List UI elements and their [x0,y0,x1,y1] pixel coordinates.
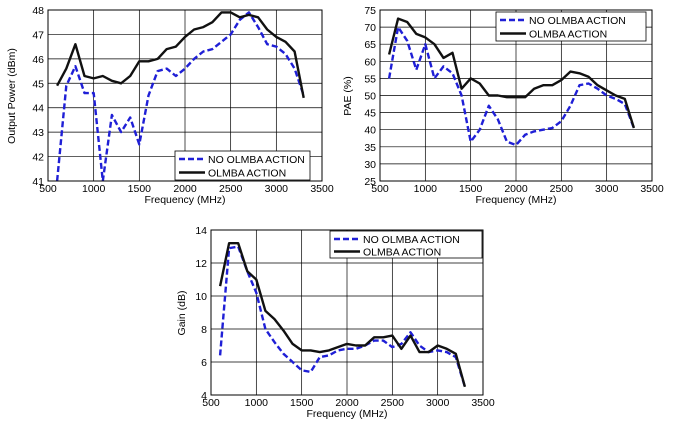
x-axis-label: Frequency (MHz) [475,194,556,206]
x-tick-label: 1500 [459,183,483,195]
y-tick-label: 46 [32,54,44,66]
x-tick-label: 500 [202,397,220,409]
y-tick-label: 44 [32,103,44,115]
x-tick-label: 3000 [265,183,289,195]
y-tick-label: 25 [364,176,376,188]
y-tick-label: 41 [32,176,44,188]
chart-gain: 500 1000 1500 2000 2500 3000 3500 4 6 8 10 12 14 Freq… [176,225,495,420]
x-tick-label: 3000 [426,397,450,409]
x-tick-label: 1000 [414,183,438,195]
legend-box [495,11,647,42]
legend-label: OLMBA ACTION [363,247,441,259]
legend-box [174,150,311,181]
x-tick-label: 1000 [82,183,106,195]
x-tick-label: 2000 [335,397,359,409]
y-tick-label: 30 [364,159,376,171]
x-tick-label: 3500 [310,183,334,195]
y-tick-label: 48 [32,5,44,17]
legend-label: NO OLMBA ACTION [208,154,305,166]
x-axis-label: Frequency (MHz) [306,408,387,420]
series-line-no-olmba-action [55,11,305,181]
y-tick-label: 6 [201,357,207,369]
x-tick-label: 3500 [471,397,495,409]
x-tick-label: 1500 [290,397,314,409]
x-tick-label: 500 [39,183,57,195]
legend-label: OLMBA ACTION [208,168,286,180]
legend-label: NO OLMBA ACTION [363,234,460,246]
y-tick-label: 50 [364,91,376,103]
y-tick-label: 10 [195,291,207,303]
y-tick-label: 8 [201,324,207,336]
y-axis-label: Gain (dB) [176,291,188,336]
series-line-olmba-action [218,241,467,388]
y-tick-label: 70 [364,22,376,34]
x-tick-label: 1500 [128,183,152,195]
y-tick-label: 65 [364,39,376,51]
y-tick-label: 14 [195,225,207,237]
plot-frame [379,9,653,182]
y-tick-label: 42 [32,152,44,164]
y-tick-label: 35 [364,142,376,154]
x-tick-label: 2500 [381,397,405,409]
y-tick-label: 47 [32,29,44,41]
chart-pae: 500 1000 1500 2000 2500 3000 3500 25 30 35 40 45 50 5… [342,5,664,206]
y-tick-label: 75 [364,5,376,17]
plot-frame [210,229,484,396]
chart-output-power: 500 1000 1500 2000 2500 3000 3500 41 42 43 44 45 46 4… [6,5,334,206]
y-tick-label: 60 [364,56,376,68]
x-tick-label: 3500 [640,183,664,195]
series-line-no-olmba-action [218,245,467,388]
y-axis-label: Output Power (dBm) [6,48,18,144]
x-tick-label: 2000 [504,183,528,195]
legend-label: OLMBA ACTION [529,29,607,41]
y-tick-label: 12 [195,258,207,270]
x-axis-label: Frequency (MHz) [144,194,225,206]
legend-label: NO OLMBA ACTION [529,15,626,27]
plot-frame [47,9,323,182]
y-axis-label: PAE (%) [342,76,354,115]
series-line-olmba-action [387,17,636,129]
x-tick-label: 2500 [550,183,574,195]
x-tick-label: 500 [371,183,389,195]
y-tick-label: 4 [201,390,207,402]
y-tick-label: 43 [32,127,44,139]
x-tick-label: 2500 [219,183,243,195]
legend-box [329,230,483,259]
y-tick-label: 55 [364,73,376,85]
y-tick-label: 45 [32,78,44,90]
x-tick-label: 3000 [595,183,619,195]
y-tick-label: 45 [364,108,376,120]
y-tick-label: 40 [364,125,376,137]
x-tick-label: 2000 [173,183,197,195]
legend: NO OLMBA ACTION OLMBA ACTION [495,11,647,42]
legend: NO OLMBA ACTION OLMBA ACTION [174,150,311,181]
series-line-no-olmba-action [387,25,636,147]
series-line-olmba-action [56,11,305,99]
x-tick-label: 1000 [245,397,269,409]
